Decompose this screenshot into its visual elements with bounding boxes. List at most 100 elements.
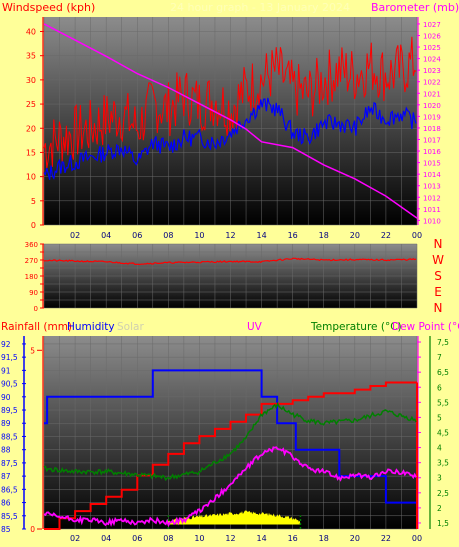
- y-tick-label: 15: [26, 148, 36, 157]
- y-tick-label: 20: [26, 124, 36, 133]
- y-tick-label: 360: [25, 241, 38, 249]
- y-tick-label: 270: [25, 257, 38, 265]
- y-tick-label: 90,5: [1, 380, 18, 389]
- x-tick-label: 04: [101, 231, 111, 240]
- compass-label-n: N: [434, 237, 443, 251]
- x-tick-label: 08: [163, 231, 173, 240]
- x-tick-label: 10: [194, 231, 204, 240]
- y-tick-label: 88,5: [1, 432, 18, 441]
- y-tick-label: 25: [26, 100, 36, 109]
- y-tick-label: 1019: [423, 113, 441, 121]
- y-tick-label: 5: [30, 346, 35, 355]
- wind-direction-plot: 0 90 180 270 360 N W S E N: [25, 237, 444, 315]
- y-tick-label: 91,5: [1, 353, 18, 362]
- wind-direction-line: [43, 257, 417, 266]
- rainfall-line: [44, 381, 417, 530]
- x-tick-label: 02: [70, 231, 80, 240]
- x-tick-label: 16: [288, 534, 298, 543]
- y-tick-label: 1013: [423, 183, 441, 191]
- x-tick-label: 14: [256, 231, 266, 240]
- y-tick-label: 85,5: [1, 512, 18, 521]
- x-tick-label: 18: [319, 231, 329, 240]
- y-tick-label: 1016: [423, 148, 441, 156]
- y-tick-label: 1021: [423, 90, 441, 98]
- uv-label: UV: [247, 321, 263, 333]
- y-tick-label: 3: [437, 474, 442, 483]
- y-tick-label: 1020: [423, 102, 441, 110]
- temperature-axis-label: Temperature (°C): [310, 321, 402, 333]
- x-tick-label: 20: [350, 231, 360, 240]
- temperature-line: [43, 446, 417, 528]
- y-tick-label: 87: [1, 472, 11, 481]
- y-tick-label: 1022: [423, 79, 441, 87]
- y-tick-label: 40: [26, 28, 36, 37]
- x-tick-label: 14: [256, 534, 266, 543]
- y-tick-label: 6: [437, 383, 442, 392]
- x-tick-label: 02: [70, 534, 80, 543]
- y-tick-label: 1012: [423, 194, 441, 202]
- humidity-line: [44, 369, 418, 504]
- y-tick-label: 87,5: [1, 459, 18, 468]
- humidity-axis-label: Humidity: [67, 321, 115, 333]
- y-tick-label: 4,5: [437, 429, 449, 438]
- y-tick-label: 90: [29, 289, 38, 297]
- y-tick-label: 1010: [423, 217, 441, 225]
- y-tick-label: 89: [1, 419, 11, 428]
- x-tick-label: 18: [319, 534, 329, 543]
- y-tick-label: 86,5: [1, 485, 18, 494]
- y-tick-label: 0: [30, 525, 35, 534]
- y-tick-label: 3,5: [437, 459, 449, 468]
- y-tick-label: 10: [26, 173, 36, 182]
- x-tick-label: 22: [381, 231, 391, 240]
- y-tick-label: 0: [31, 221, 36, 230]
- x-tick-label: 12: [225, 534, 235, 543]
- x-tick-label: 06: [132, 231, 142, 240]
- y-tick-label: 85: [1, 525, 11, 534]
- compass-label-w: W: [432, 253, 444, 267]
- dewpoint-axis-label: Dew Point (°C: [392, 321, 459, 333]
- y-tick-label: 1018: [423, 125, 441, 133]
- y-tick-label: 1026: [423, 32, 441, 40]
- y-tick-label: 1023: [423, 67, 441, 75]
- y-tick-label: 30: [26, 76, 36, 85]
- wind-average-line: [43, 97, 417, 181]
- y-tick-label: 91: [1, 366, 11, 375]
- solar-label: Solar: [117, 321, 144, 333]
- x-tick-label: 00: [412, 231, 422, 240]
- y-tick-label: 92: [1, 340, 11, 349]
- y-tick-label: 5: [437, 413, 442, 422]
- rain-humidity-temperature-plot: 85 85,5 86 86,5 87 87,5 88 88,5 89 89,5 90 90,5 91 91…: [1, 336, 449, 543]
- barometer-line: [43, 23, 418, 219]
- barometer-axis-label: Barometer (mb): [371, 1, 459, 14]
- x-tick-label: 20: [350, 534, 360, 543]
- y-tick-label: 89,5: [1, 406, 18, 415]
- y-tick-label: 86: [1, 499, 11, 508]
- y-tick-label: 5: [31, 197, 36, 206]
- y-tick-label: 90: [1, 393, 11, 402]
- y-tick-label: 6,5: [437, 368, 449, 377]
- y-tick-label: 2: [437, 504, 442, 513]
- y-tick-label: 180: [25, 273, 38, 281]
- y-tick-label: 4: [437, 444, 442, 453]
- y-tick-label: 35: [26, 52, 36, 61]
- y-tick-label: 1025: [423, 44, 441, 52]
- y-tick-label: 88: [1, 446, 11, 455]
- x-tick-label: 10: [194, 534, 204, 543]
- y-tick-label: 1015: [423, 160, 441, 168]
- y-tick-label: 1017: [423, 136, 441, 144]
- y-tick-label: 1027: [423, 21, 441, 29]
- x-tick-label: 04: [101, 534, 111, 543]
- x-tick-label: 08: [163, 534, 173, 543]
- compass-label-n2: N: [434, 301, 443, 315]
- solar-area: [168, 510, 301, 525]
- chart-overlay-text: 24 hour graph - 13 January 2024: [170, 1, 350, 14]
- dewpoint-line: [43, 401, 417, 482]
- x-tick-label: 00: [412, 534, 422, 543]
- x-tick-label: 12: [225, 231, 235, 240]
- x-tick-label: 16: [288, 231, 298, 240]
- windspeed-axis-label: Windspeed (kph): [2, 1, 95, 14]
- x-tick-label: 06: [132, 534, 142, 543]
